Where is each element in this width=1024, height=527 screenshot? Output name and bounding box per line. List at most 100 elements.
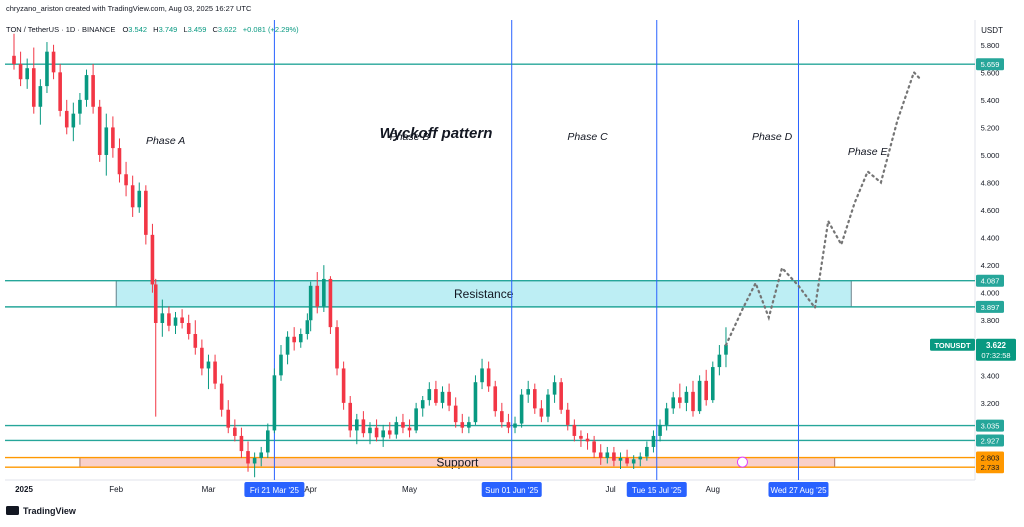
candle-body: [612, 452, 616, 461]
level-price-text: 3.035: [981, 422, 1000, 431]
candle-body: [724, 344, 728, 355]
candle-body: [434, 389, 438, 403]
candle-body: [97, 106, 102, 155]
zones-layer: Resistance Support: [79, 280, 852, 469]
price-tick-label: 3.400: [981, 371, 1000, 380]
level-price-badge: [976, 461, 1004, 474]
candle-body: [618, 457, 623, 461]
candle-body: [246, 451, 250, 464]
resistance-zone[interactable]: [115, 280, 852, 308]
price-tick-label: 4.400: [981, 234, 1000, 243]
time-axis[interactable]: 2025 Feb Mar Apr May Jul Aug Fri 21 Mar '25 Sun …: [15, 482, 829, 497]
projection-path[interactable]: [724, 70, 922, 347]
support-label: Support: [436, 455, 479, 469]
time-tick-label: Aug: [706, 485, 720, 494]
candle-body: [486, 368, 491, 387]
price-tick-label: 4.200: [981, 261, 1000, 270]
tradingview-logo-icon: [6, 506, 19, 515]
date-marker-badge[interactable]: [481, 482, 542, 497]
candle-body: [226, 409, 231, 428]
level-price-text: 2.803: [981, 454, 1000, 463]
candle-body: [631, 459, 636, 464]
close-key: C: [213, 25, 219, 34]
price-tick-label: 5.400: [981, 96, 1000, 105]
candle-body: [84, 75, 89, 100]
candle-body: [64, 110, 69, 128]
candle-body: [45, 51, 49, 87]
candle-body: [252, 457, 257, 464]
date-marker-lines-layer: [273, 20, 799, 480]
candle-body: [565, 409, 570, 425]
high-key: H: [153, 25, 158, 34]
candle-body: [592, 441, 596, 453]
price-tick-label: 4.600: [981, 206, 1000, 215]
candle-body: [341, 368, 346, 403]
candle-body: [233, 427, 237, 436]
date-marker-label: Wed 27 Aug '25: [770, 486, 827, 495]
close-value: 3.622: [218, 25, 237, 34]
candle-body: [572, 424, 577, 436]
price-axis[interactable]: 5.800 5.600 5.400 5.200 5.000 4.800 4.600 4.400…: [981, 41, 1000, 408]
symbol-tag-text: TONUSDT: [934, 341, 971, 350]
candle-body: [387, 430, 392, 435]
candle-body: [167, 313, 171, 326]
alert-bolt-icon[interactable]: [736, 456, 748, 468]
symbol-price-tag: [930, 338, 975, 351]
candle-body: [710, 367, 715, 401]
candle-body: [206, 361, 211, 369]
candle-body: [219, 383, 224, 410]
candle-body: [664, 408, 669, 425]
resistance-label: Resistance: [454, 287, 514, 301]
candle-body: [266, 430, 270, 453]
candle-body: [78, 99, 82, 114]
date-marker-badge[interactable]: [768, 482, 829, 497]
candle-body: [374, 427, 379, 438]
candle-body: [200, 347, 204, 369]
candle-body: [335, 327, 339, 369]
candle-body: [150, 234, 155, 285]
candle-body: [348, 402, 353, 431]
candle-body: [526, 389, 531, 395]
symbol-name[interactable]: TON / TetherUS · 1D · BINANCE: [6, 25, 115, 34]
candle-body: [539, 408, 544, 417]
candle-body: [552, 382, 557, 395]
candle-body: [322, 278, 326, 307]
candle-body: [51, 51, 56, 73]
candle-body: [625, 457, 629, 464]
tradingview-logo[interactable]: TradingView: [6, 506, 77, 516]
level-price-badge: [976, 419, 1004, 432]
phase-label: Phase A: [146, 135, 185, 147]
candle-body: [186, 322, 191, 335]
price-tick-label: 5.200: [981, 123, 1000, 132]
time-tick-label: Jul: [605, 485, 615, 494]
date-marker-badge[interactable]: [626, 482, 687, 497]
tradingview-brand-text: TradingView: [23, 506, 77, 516]
chart-title: Wyckoff pattern: [380, 125, 493, 142]
candle-body: [704, 380, 708, 401]
candle-body: [480, 368, 484, 383]
low-key: L: [183, 25, 187, 34]
candle-body: [579, 435, 583, 439]
candle-body: [467, 422, 471, 428]
date-marker-label: Tue 15 Jul '25: [632, 486, 682, 495]
candle-body: [638, 456, 643, 460]
candle-body: [180, 317, 184, 323]
candle-body: [58, 72, 62, 111]
price-tick-label: 4.000: [981, 289, 1000, 298]
level-price-badge: [976, 434, 1004, 447]
candle-body: [117, 148, 122, 175]
level-price-badge: [976, 451, 1004, 464]
phase-label: Phase E: [848, 146, 889, 158]
date-marker-label: Fri 21 Mar '25: [250, 486, 300, 495]
candle-body: [651, 435, 656, 447]
candle-body: [368, 427, 372, 434]
candle-body: [645, 446, 649, 457]
phase-label: Phase D: [752, 131, 793, 143]
ohlc-line: TON / TetherUS · 1D · BINANCE O3.542 H3.…: [6, 25, 299, 34]
candle-body: [305, 320, 310, 335]
currency-label: USDT: [981, 26, 1003, 35]
date-marker-badge[interactable]: [244, 482, 305, 497]
candle-body: [671, 397, 676, 409]
